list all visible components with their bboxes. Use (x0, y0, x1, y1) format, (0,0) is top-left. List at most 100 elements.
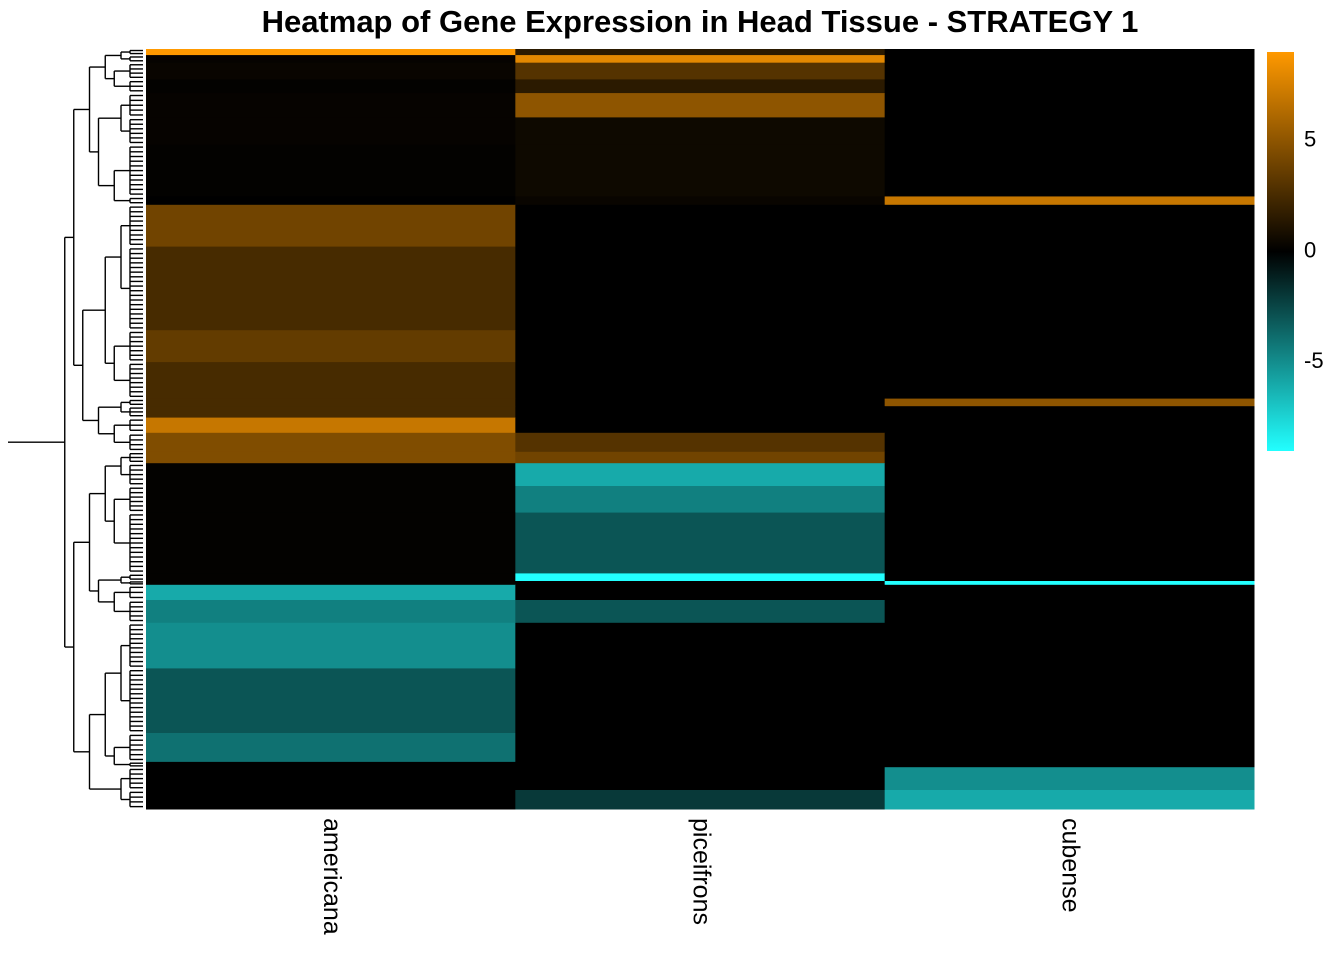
heatmap-cell (146, 144, 516, 197)
heatmap-cell (884, 93, 1255, 118)
legend-tick-label: 0 (1304, 237, 1316, 262)
heatmap-cell (146, 761, 516, 768)
heatmap-cell (146, 790, 516, 810)
heatmap-cell (884, 573, 1255, 582)
heatmap-cell (515, 93, 886, 118)
heatmap-cells (146, 49, 1255, 810)
heatmap-cell (884, 196, 1255, 206)
heatmap-cell (515, 486, 886, 514)
heatmap-cell (515, 79, 886, 94)
heatmap-cell (146, 733, 516, 763)
heatmap-cell (884, 406, 1255, 419)
heatmap-cell (515, 573, 886, 582)
heatmap-cell (146, 117, 516, 146)
heatmap-cell (146, 451, 516, 464)
heatmap-cell (884, 398, 1255, 407)
heatmap-cell (146, 600, 516, 624)
heatmap-cell (515, 512, 886, 574)
heatmap-cell (884, 622, 1255, 669)
heatmap-cell (515, 62, 886, 80)
heatmap-cell (515, 49, 886, 56)
heatmap-cell (146, 584, 516, 601)
heatmap-cell (884, 330, 1255, 363)
heatmap-cell (515, 432, 886, 453)
heatmap-cell (146, 55, 516, 64)
heatmap-cell (146, 196, 516, 206)
heatmap-cell (515, 668, 886, 734)
heatmap-cell (515, 581, 886, 586)
heatmap-cell (515, 600, 886, 624)
heatmap-cell (146, 406, 516, 419)
heatmap-cell (884, 144, 1255, 197)
heatmap-cell (884, 584, 1255, 601)
legend-color-bar (1267, 52, 1294, 451)
heatmap-cell (515, 584, 886, 601)
heatmap-cell (146, 581, 516, 586)
heatmap-cell (146, 398, 516, 407)
heatmap-cell (884, 417, 1255, 434)
row-dendrogram (8, 49, 143, 808)
heatmap-cell (515, 761, 886, 768)
heatmap-cell (146, 417, 516, 434)
heatmap-cell (884, 362, 1255, 400)
heatmap-cell (146, 622, 516, 669)
heatmap-cell (146, 767, 516, 791)
legend-tick-label: 5 (1304, 126, 1316, 151)
legend-ticks: 5 0 -5 (1304, 126, 1324, 373)
heatmap-cell (146, 362, 516, 400)
heatmap-cell (884, 581, 1255, 586)
heatmap-cell (515, 196, 886, 206)
heatmap-cell (146, 246, 516, 331)
heatmap-cell (146, 79, 516, 94)
heatmap-cell (515, 55, 886, 64)
heatmap-cell (146, 49, 516, 56)
heatmap-cell (884, 463, 1255, 487)
heatmap-cell (515, 144, 886, 197)
column-label-cubense: cubense (1057, 818, 1085, 913)
column-labels: americana piceifrons cubense (318, 818, 1085, 935)
chart-title: Heatmap of Gene Expression in Head Tissu… (262, 4, 1139, 39)
color-legend: 5 0 -5 (1267, 52, 1324, 451)
column-label-piceifrons: piceifrons (687, 818, 715, 925)
column-label-americana: americana (318, 818, 346, 935)
heatmap-cell (515, 622, 886, 669)
heatmap-cell (515, 451, 886, 464)
legend-tick-label: -5 (1304, 348, 1324, 373)
heatmap-cell (884, 49, 1255, 56)
heatmap-cell (146, 512, 516, 574)
heatmap-cell (884, 600, 1255, 624)
heatmap-cell (884, 733, 1255, 763)
heatmap-cell (515, 406, 886, 419)
heatmap-cell (884, 79, 1255, 94)
heatmap-cell (884, 761, 1255, 768)
heatmap-cell (515, 733, 886, 763)
heatmap-cell (884, 55, 1255, 64)
heatmap-cell (515, 790, 886, 810)
heatmap-cell (146, 668, 516, 734)
heatmap-cell (515, 330, 886, 363)
heatmap-cell (515, 117, 886, 146)
heatmap-cell (515, 767, 886, 791)
heatmap-cell (884, 451, 1255, 464)
heatmap-cell (884, 790, 1255, 810)
heatmap-cell (884, 62, 1255, 80)
heatmap-cell (884, 432, 1255, 453)
heatmap-cell (515, 362, 886, 400)
heatmap-cell (146, 573, 516, 582)
heatmap-cell (884, 117, 1255, 146)
heatmap-cell (884, 767, 1255, 791)
heatmap-cell (884, 486, 1255, 514)
heatmap-cell (146, 463, 516, 487)
heatmap-cell (884, 668, 1255, 734)
heatmap-cell (146, 486, 516, 514)
heatmap-cell (146, 204, 516, 248)
heatmap-cell (515, 463, 886, 487)
heatmap-cell (515, 417, 886, 434)
heatmap-cell (146, 62, 516, 80)
heatmap-cell (515, 204, 886, 248)
heatmap-cell (515, 398, 886, 407)
heatmap-cell (884, 246, 1255, 331)
heatmap-cell (515, 246, 886, 331)
heatmap-cell (884, 204, 1255, 248)
